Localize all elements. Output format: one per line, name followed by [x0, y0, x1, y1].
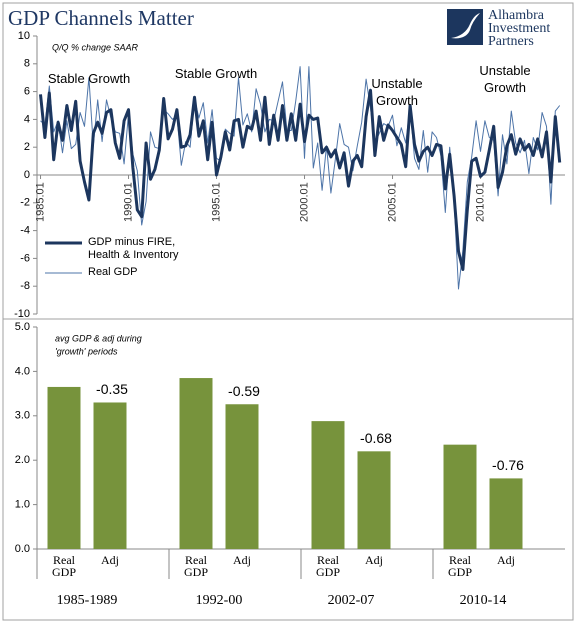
- x-tick-label: 2000.01: [298, 182, 310, 222]
- legend-label: GDP minus FIRE, Health & Inventory: [88, 236, 179, 261]
- y-tick-label: 0: [24, 169, 30, 181]
- bar: [489, 478, 523, 549]
- y-tick-label: 4.0: [15, 365, 30, 377]
- y-tick-label: -4: [20, 225, 30, 237]
- group-label: 1985-1989: [57, 593, 118, 608]
- y-tick-label: 4: [24, 113, 30, 125]
- bar: [47, 386, 81, 549]
- y-tick-label: -10: [14, 308, 30, 320]
- bar-category-label: Real GDP: [51, 553, 76, 579]
- bar: [93, 402, 127, 549]
- y-tick-label: 2: [24, 141, 30, 153]
- y-axis-note: Q/Q % change SAAR: [52, 42, 139, 52]
- chart-note: avg GDP & adj during: [55, 333, 142, 343]
- bar-category-label: Adj: [233, 553, 251, 567]
- bar-category-label: Adj: [497, 553, 515, 567]
- y-tick-label: 3.0: [15, 410, 30, 422]
- frame: [2, 2, 574, 621]
- legend-label: Real GDP: [88, 266, 138, 278]
- annotation: Unstable Growth: [479, 63, 531, 95]
- bar-category-label: Real GDP: [315, 553, 340, 579]
- y-tick-label: 0.0: [15, 543, 30, 555]
- difference-label: -0.76: [492, 457, 524, 473]
- logo-text: Alhambra Investment Partners: [488, 8, 551, 49]
- annotation: Unstable Growth: [371, 76, 423, 108]
- y-tick-label: 6: [24, 86, 30, 98]
- bar-category-label: Real GDP: [183, 553, 208, 579]
- bar: [443, 444, 477, 549]
- bar-category-label: Real GDP: [447, 553, 472, 579]
- x-tick-label: 1995.01: [210, 182, 222, 222]
- x-tick-label: 2005.01: [386, 182, 398, 222]
- y-tick-label: -6: [20, 252, 30, 264]
- x-tick-label: 1985.01: [34, 182, 46, 222]
- y-tick-label: 8: [24, 58, 30, 70]
- bar-category-label: Adj: [365, 553, 383, 567]
- y-tick-label: 10: [18, 30, 30, 42]
- x-tick-label: 2010.01: [474, 182, 486, 222]
- group-label: 2010-14: [460, 593, 507, 608]
- annotation: Stable Growth: [47, 71, 131, 86]
- y-tick-label: -2: [20, 197, 30, 209]
- chart-note: 'growth' periods: [55, 346, 118, 356]
- bar: [179, 378, 213, 549]
- x-tick-label: 1990.01: [122, 182, 134, 222]
- bar: [311, 421, 345, 549]
- bar: [357, 451, 391, 549]
- y-tick-label: -8: [20, 280, 30, 292]
- logo-swoosh: [451, 13, 480, 39]
- difference-label: -0.59: [228, 383, 260, 399]
- bar-category-label: Adj: [101, 553, 119, 567]
- y-tick-label: 1.0: [15, 499, 30, 511]
- y-tick-label: 5.0: [15, 321, 30, 333]
- annotation: Stable Growth: [174, 66, 258, 81]
- bar: [225, 404, 259, 549]
- group-label: 1992-00: [196, 593, 243, 608]
- page-title: GDP Channels Matter: [8, 6, 194, 30]
- series-line: [40, 66, 561, 290]
- group-label: 2002-07: [328, 593, 375, 608]
- y-tick-label: 2.0: [15, 454, 30, 466]
- difference-label: -0.35: [96, 381, 128, 397]
- difference-label: -0.68: [360, 430, 392, 446]
- series-line: [39, 88, 562, 271]
